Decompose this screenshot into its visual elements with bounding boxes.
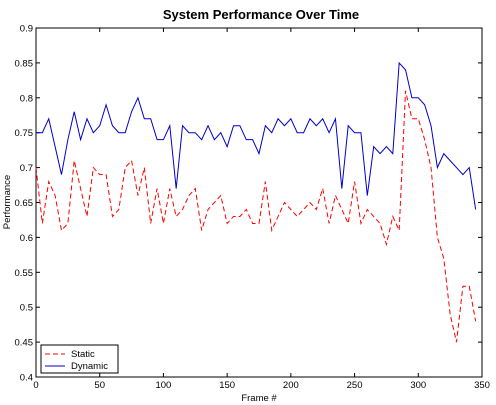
y-tick-label: 0.5	[20, 303, 33, 314]
y-tick-label: 0.6	[20, 233, 33, 244]
legend: Static Dynamic	[40, 344, 119, 374]
series-layer	[35, 61, 477, 343]
x-tick-label: 50	[94, 380, 105, 391]
series-line-dynamic	[36, 61, 477, 210]
y-tick-label: 0.9	[20, 24, 33, 35]
x-tick-label: 150	[219, 380, 235, 391]
y-tick-label: 0.55	[15, 268, 34, 279]
x-tick-label: 0	[33, 380, 38, 391]
legend-label-dynamic: Dynamic	[71, 361, 108, 372]
x-tick-label: 250	[347, 380, 363, 391]
y-tick-label: 0.75	[15, 128, 34, 139]
x-tick-label: 350	[474, 380, 490, 391]
y-tick-label: 0.65	[15, 198, 34, 209]
y-tick-label: 0.4	[20, 373, 33, 384]
y-tick-label: 0.45	[15, 338, 34, 349]
y-axis-label: Performance	[2, 175, 13, 229]
axis-ticks: 0 50 100 150 200 250 300 350 0.4 0.45 0.5 0.55 0.6 0.…	[15, 24, 490, 392]
legend-box	[40, 344, 119, 374]
x-tick-label: 200	[283, 380, 299, 391]
x-tick-label: 300	[410, 380, 426, 391]
y-tick-label: 0.8	[20, 93, 33, 104]
legend-label-static: Static	[71, 349, 95, 360]
y-tick-label: 0.7	[20, 163, 33, 174]
x-tick-label: 100	[155, 380, 171, 391]
chart-title: System Performance Over Time	[163, 7, 359, 22]
x-axis-label: Frame #	[241, 393, 277, 404]
plot-area	[35, 27, 483, 378]
y-tick-label: 0.85	[15, 58, 34, 69]
